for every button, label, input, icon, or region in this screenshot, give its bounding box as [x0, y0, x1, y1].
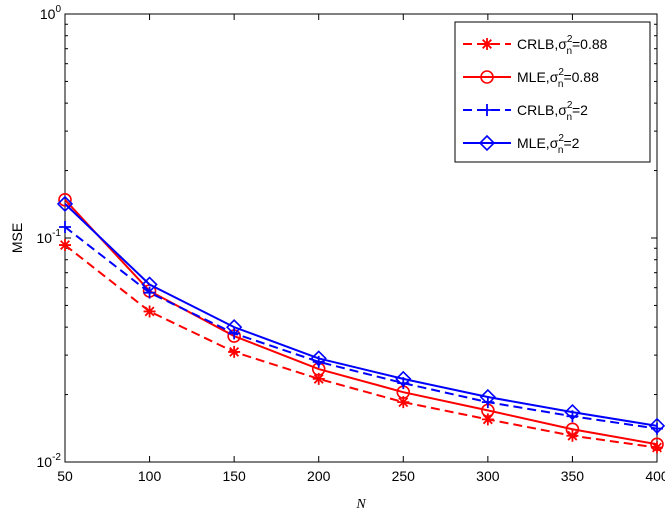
x-tick-label: 50 — [57, 468, 73, 484]
x-tick-label: 250 — [392, 468, 416, 484]
x-tick-label: 200 — [307, 468, 331, 484]
x-tick-label: 150 — [222, 468, 246, 484]
y-tick-label: 100 — [40, 4, 62, 22]
x-tick-label: 400 — [645, 468, 665, 484]
y-axis-label: MSE — [9, 223, 25, 253]
x-tick-label: 100 — [138, 468, 162, 484]
legend-marker-asterisk — [481, 38, 493, 50]
x-tick-label: 350 — [561, 468, 585, 484]
data-point-asterisk — [144, 305, 156, 317]
y-tick-label: 10-1 — [37, 228, 62, 246]
x-tick-label: 300 — [476, 468, 500, 484]
data-point-asterisk — [59, 239, 71, 251]
x-axis-label: N — [355, 497, 366, 512]
data-point-asterisk — [228, 346, 240, 358]
